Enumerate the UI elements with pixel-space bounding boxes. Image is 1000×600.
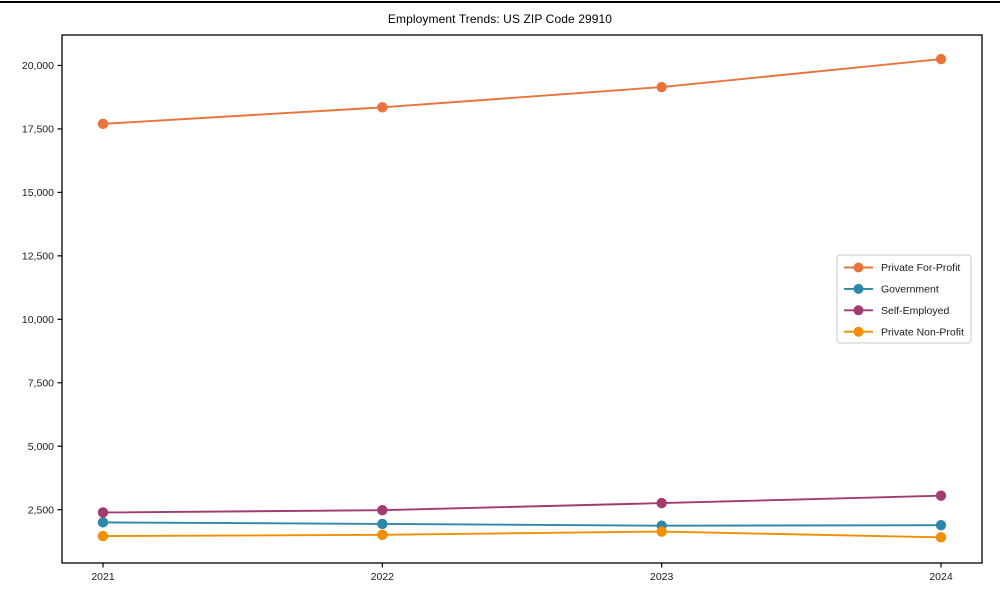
y-axis-tick-label: 2,500	[28, 504, 54, 516]
window-top-edge	[0, 1, 1000, 3]
chart-title: Employment Trends: US ZIP Code 29910	[387, 12, 613, 26]
series-line-self-employed	[102, 494, 942, 514]
series-marker-government	[377, 518, 388, 530]
series-marker-private-for-profit	[656, 81, 667, 93]
series-marker-self-employed	[97, 507, 109, 518]
legend-label-private-non-profit: Private Non-Profit	[881, 326, 964, 338]
series-marker-self-employed	[377, 505, 388, 516]
y-axis-tick-label: 20,000	[22, 60, 54, 72]
y-axis-tick-label: 10,000	[22, 314, 54, 326]
x-axis-tick-label: 2023	[650, 571, 674, 583]
series-marker-private-non-profit	[377, 529, 388, 541]
x-axis-tick-label: 2022	[371, 571, 395, 583]
series-marker-private-non-profit	[97, 530, 109, 542]
series-marker-private-for-profit	[377, 102, 388, 113]
x-axis-tick-label: 2024	[929, 571, 953, 583]
legend-label-self-employed: Self-Employed	[881, 305, 949, 317]
legend-marker-government	[853, 283, 864, 294]
legend-marker-self-employed	[853, 305, 864, 316]
series-marker-private-non-profit	[656, 526, 667, 537]
series-marker-government	[97, 517, 109, 528]
series-marker-private-for-profit	[935, 53, 947, 65]
legend-marker-private-non-profit	[853, 326, 864, 337]
y-axis-tick-label: 15,000	[22, 187, 54, 199]
y-axis-tick-label: 5,000	[28, 441, 54, 453]
series-line-private-for-profit	[102, 58, 942, 125]
series-line-government	[102, 521, 942, 527]
series-marker-self-employed	[935, 490, 947, 501]
y-axis-tick-label: 12,500	[22, 250, 54, 262]
series-marker-private-for-profit	[97, 118, 109, 130]
y-axis-tick-label: 7,500	[28, 377, 54, 389]
series-marker-self-employed	[656, 497, 667, 509]
series-line-private-non-profit	[102, 530, 942, 539]
legend-label-private-for-profit: Private For-Profit	[881, 262, 960, 274]
legend-label-government: Government	[881, 284, 939, 296]
legend-box	[836, 254, 972, 344]
y-axis-tick-label: 17,500	[22, 124, 54, 136]
legend-marker-private-for-profit	[853, 262, 864, 273]
plot-area	[61, 34, 983, 564]
series-marker-government	[935, 519, 947, 531]
x-axis-tick-label: 2021	[91, 571, 115, 583]
series-marker-private-non-profit	[935, 532, 947, 543]
